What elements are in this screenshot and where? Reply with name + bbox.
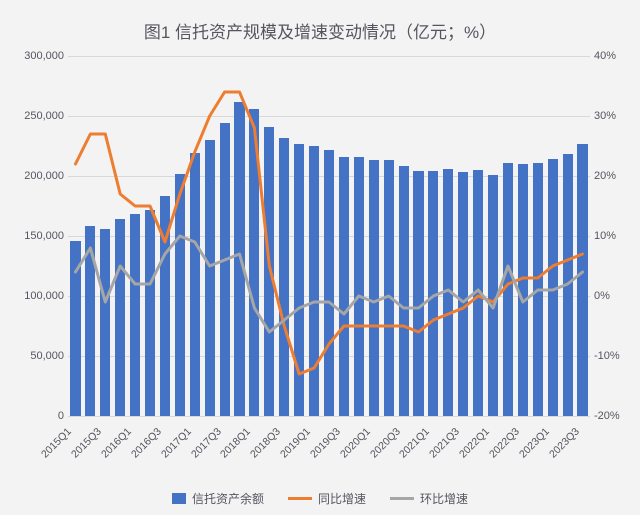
x-tick-label: 2016Q1 (99, 426, 134, 461)
y-right-tick-label: -20% (594, 410, 620, 422)
x-tick-label: 2017Q1 (159, 426, 194, 461)
x-tick-label: 2021Q1 (397, 426, 432, 461)
y-left-tick-label: 250,000 (24, 110, 64, 122)
y-right-tick-label: -10% (594, 350, 620, 362)
x-tick-label: 2023Q3 (547, 426, 582, 461)
x-tick-label: 2022Q1 (457, 426, 492, 461)
legend-label: 信托资产余额 (192, 490, 264, 507)
x-tick-label: 2016Q3 (129, 426, 164, 461)
x-tick-label: 2023Q1 (517, 426, 552, 461)
x-tick-label: 2021Q3 (427, 426, 462, 461)
y-left-tick-label: 100,000 (24, 290, 64, 302)
y-right-tick-label: 20% (594, 170, 616, 182)
chart-title: 图1 信托资产规模及增速变动情况（亿元；%） (0, 0, 640, 43)
legend-label: 同比增速 (318, 490, 366, 507)
legend-label: 环比增速 (420, 490, 468, 507)
x-tick-label: 2020Q3 (368, 426, 403, 461)
x-tick-label: 2018Q3 (248, 426, 283, 461)
y-right-tick-label: 30% (594, 110, 616, 122)
legend-swatch-line (390, 497, 414, 500)
legend-item: 同比增速 (288, 490, 366, 507)
y-left-tick-label: 150,000 (24, 230, 64, 242)
x-tick-label: 2017Q3 (189, 426, 224, 461)
trust-asset-chart: 图1 信托资产规模及增速变动情况（亿元；%） 0-20%50,000-10%10… (0, 0, 640, 515)
y-left-tick-label: 300,000 (24, 50, 64, 62)
y-right-tick-label: 40% (594, 50, 616, 62)
y-left-tick-label: 0 (58, 410, 64, 422)
y-left-tick-label: 50,000 (30, 350, 64, 362)
x-tick-label: 2015Q1 (39, 426, 74, 461)
y-left-tick-label: 200,000 (24, 170, 64, 182)
x-tick-label: 2022Q3 (487, 426, 522, 461)
legend-item: 信托资产余额 (172, 490, 264, 507)
plot-area: 0-20%50,000-10%100,0000%150,00010%200,00… (68, 56, 590, 416)
x-tick-label: 2015Q3 (69, 426, 104, 461)
x-tick-label: 2020Q1 (338, 426, 373, 461)
legend-item: 环比增速 (390, 490, 468, 507)
y-right-tick-label: 10% (594, 230, 616, 242)
legend: 信托资产余额 同比增速 环比增速 (0, 490, 640, 507)
legend-swatch-bar (172, 493, 186, 504)
x-tick-label: 2018Q1 (218, 426, 253, 461)
gridline (68, 416, 590, 417)
legend-swatch-line (288, 497, 312, 500)
x-tick-label: 2019Q1 (278, 426, 313, 461)
x-tick-label: 2019Q3 (308, 426, 343, 461)
series-line (75, 92, 582, 374)
y-right-tick-label: 0% (594, 290, 610, 302)
